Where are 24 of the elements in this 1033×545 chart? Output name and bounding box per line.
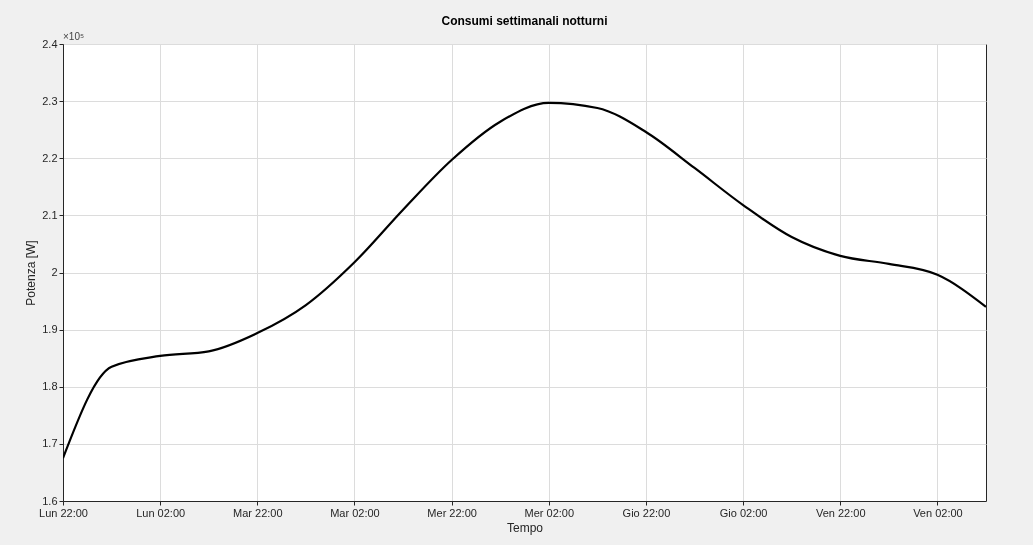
y-tick-label: 2.4 [42,37,58,50]
y-tick-label: 1.6 [42,494,58,507]
y-tick-label: 2 [51,266,58,278]
x-tick-label: Mer 22:00 [427,506,477,519]
y-axis-title: Potenza [W] [24,240,39,306]
y-tick-label: 1.8 [42,380,58,393]
chart-title: Consumi settimanali notturni [441,14,608,28]
x-tick-label: Lun 02:00 [136,506,186,519]
y-tick-label: 2.1 [42,208,58,221]
x-tick-label: Ven 22:00 [815,506,866,519]
x-axis-title: Tempo [506,520,544,535]
x-tick-label: Ven 02:00 [913,506,963,519]
x-tick-label: Lun 22:00 [39,506,88,519]
x-tick-label: Mer 02:00 [524,506,575,519]
text: ×10⁵ [63,31,85,42]
x-tick-label: Mar 22:00 [233,506,283,519]
y-tick-label: 1.9 [42,323,58,336]
x-tick-label: Gio 02:00 [719,506,768,519]
x-tick-label: Gio 22:00 [622,506,671,519]
line-series [63,101,986,460]
y-tick-label: 2.2 [42,151,58,164]
x-tick-label: Mar 02:00 [330,506,380,519]
y-tick-label: 1.7 [42,437,58,450]
y-tick-label: 2.3 [42,94,58,107]
